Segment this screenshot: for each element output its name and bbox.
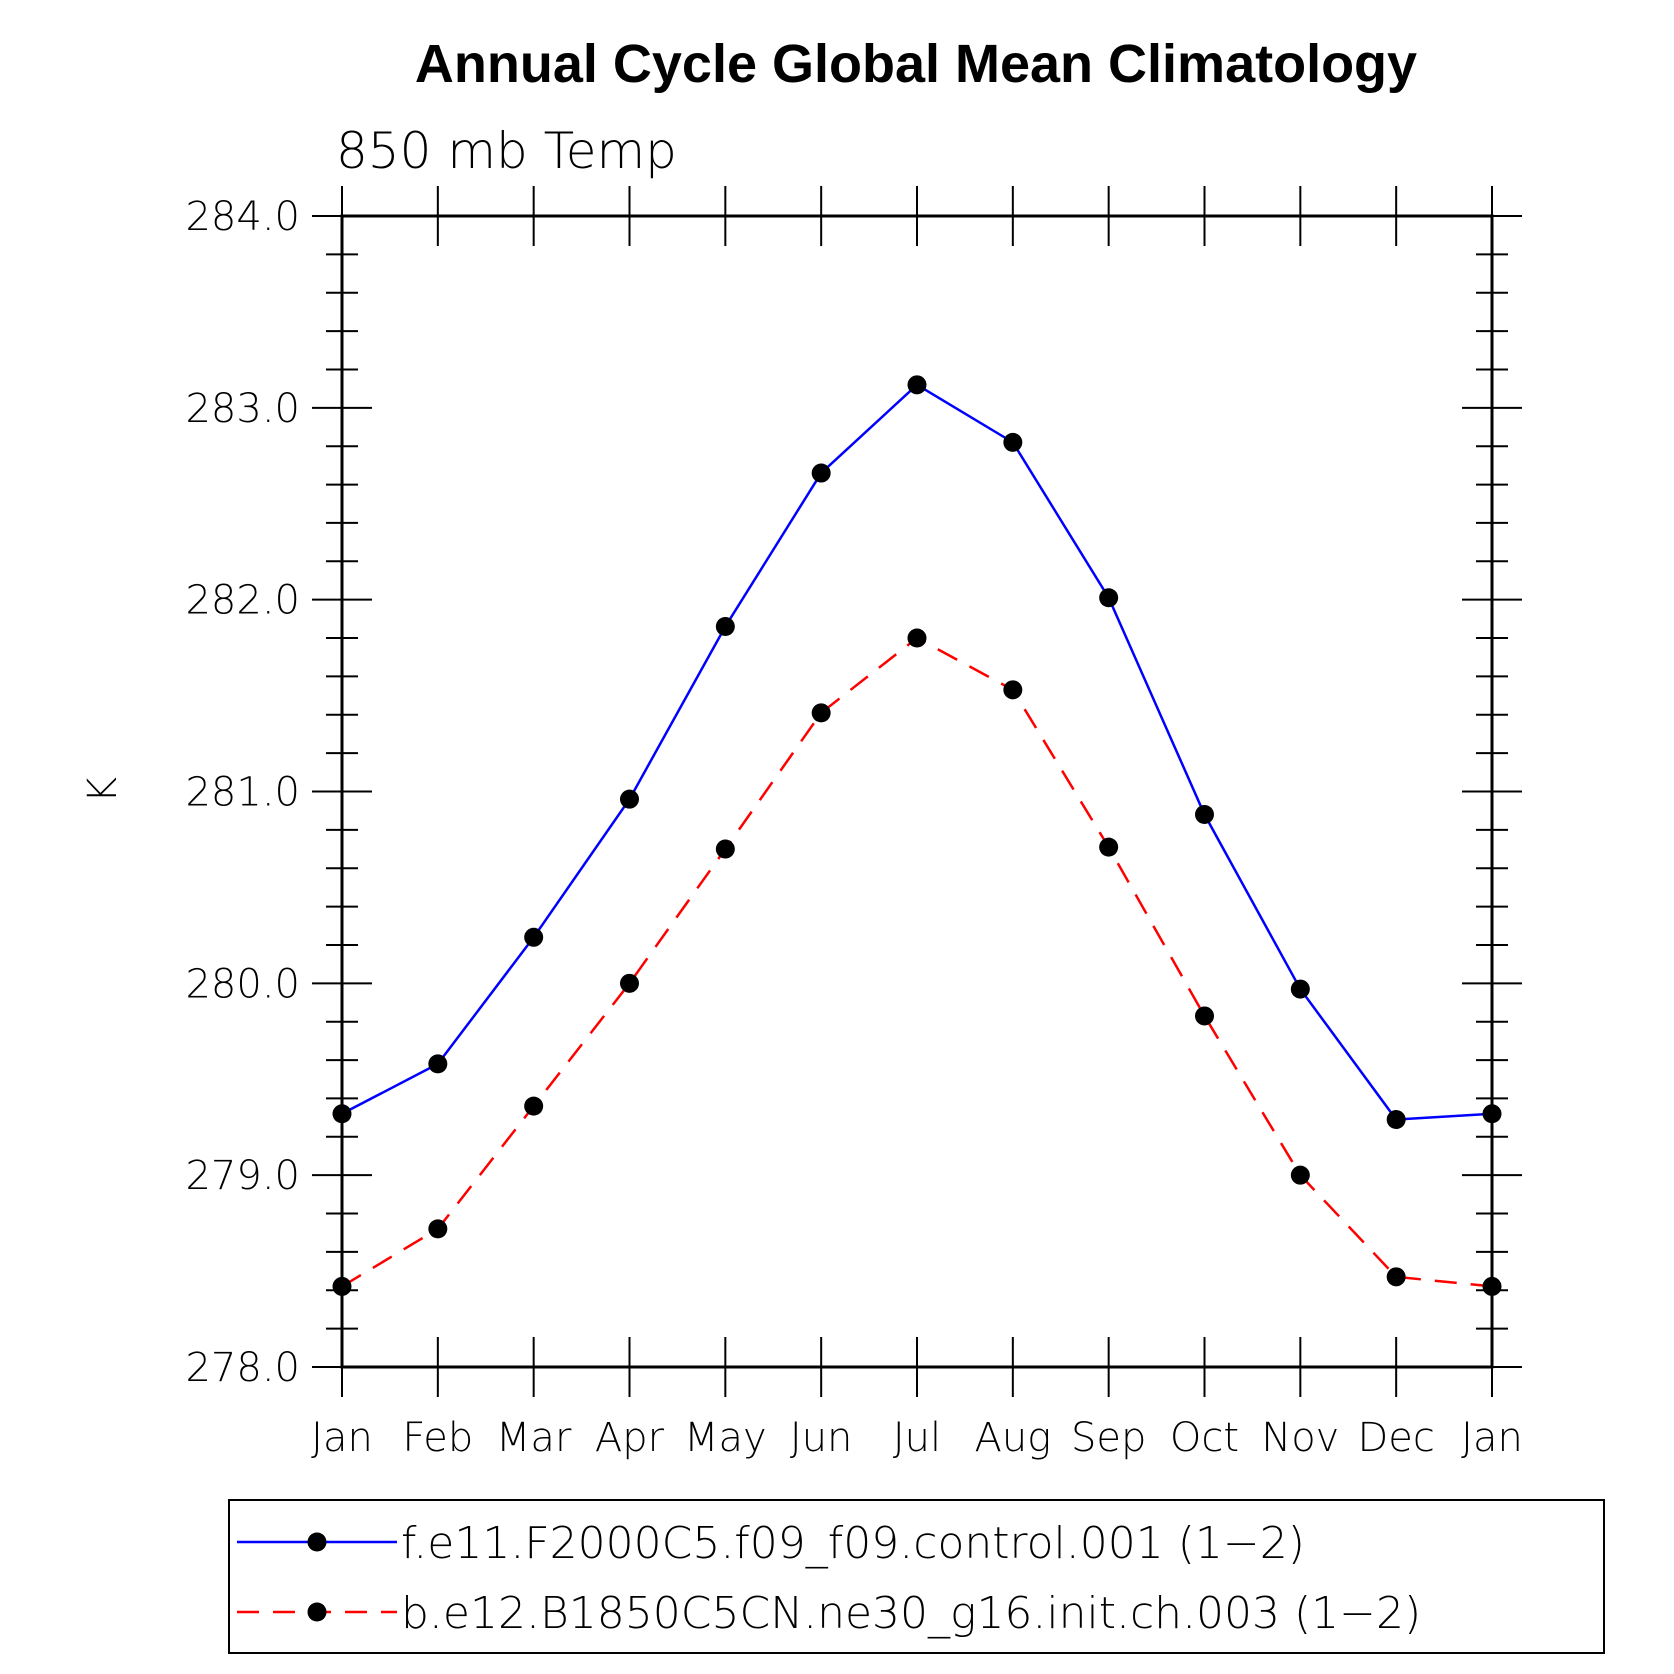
series-2-point: [524, 1096, 544, 1116]
series-1-point: [1003, 432, 1023, 452]
y-tick-label: 282.0: [185, 578, 300, 624]
series-1-point: [524, 927, 544, 947]
legend: f.e11.F2000C5.f09_f09.control.001 (1−2) b…: [228, 1499, 1605, 1654]
series-1-point: [1386, 1110, 1406, 1130]
series-2-point: [907, 628, 927, 648]
series-1-point: [620, 789, 639, 809]
y-tick-label: 280.0: [185, 961, 300, 1007]
x-tick-label: Oct: [1170, 1415, 1239, 1461]
x-tick-label: Sep: [1071, 1415, 1146, 1461]
series-1-point: [907, 375, 927, 395]
x-tick-label: Mar: [496, 1415, 572, 1461]
x-tick-label: Feb: [402, 1415, 473, 1461]
chart-title: Annual Cycle Global Mean Climatology: [415, 34, 1417, 94]
series-2-point: [1386, 1267, 1406, 1287]
x-tick-labels: Jan Feb Mar Apr May Jun Jul Aug Sep Oct Nov Dec Jan: [311, 1415, 1523, 1461]
x-tick-label: Jul: [893, 1415, 941, 1461]
x-tick-label: Jun: [790, 1415, 853, 1461]
x-tick-label: Jan: [311, 1415, 373, 1461]
legend-marker-1: [307, 1532, 327, 1552]
series-2-point: [715, 839, 735, 859]
series-2-point: [428, 1219, 448, 1239]
series-1-point: [811, 463, 831, 483]
y-tick-label: 284.0: [185, 194, 300, 240]
x-tick-label: Aug: [974, 1415, 1051, 1461]
legend-label-1: f.e11.F2000C5.f09_f09.control.001 (1−2): [401, 1518, 1305, 1569]
x-tick-label: Jan: [1461, 1415, 1523, 1461]
legend-box: [228, 1499, 1605, 1654]
legend-marker-2: [307, 1602, 327, 1622]
y-tick-label: 283.0: [185, 386, 300, 432]
series-1-point: [1290, 979, 1310, 999]
y-tick-label: 281.0: [185, 770, 300, 816]
x-tick-label: Dec: [1357, 1415, 1434, 1461]
y-tick-labels: 278.0 279.0 280.0 281.0 282.0 283.0 284.0: [185, 194, 300, 1391]
series-2-point: [1003, 680, 1023, 700]
y-tick-label: 278.0: [185, 1345, 300, 1391]
axis-ticks: [312, 186, 1522, 1397]
series-2-point: [811, 703, 831, 723]
series-layer: [332, 375, 1502, 1296]
series-1-point: [1195, 805, 1214, 825]
y-tick-label: 279.0: [185, 1153, 300, 1199]
chart-subtitle: 850 mb Temp: [336, 122, 677, 180]
series-1-point: [428, 1054, 448, 1074]
plot-frame: [340, 214, 1494, 1369]
x-tick-label: Apr: [595, 1415, 665, 1461]
series-2-point: [620, 973, 639, 993]
series-1-point: [715, 617, 735, 637]
series-1-point: [1099, 588, 1119, 608]
series-line-1: [341, 383, 1493, 1121]
x-tick-label: Nov: [1261, 1415, 1339, 1461]
legend-label-2: b.e12.B1850C5CN.ne30_g16.init.ch.003 (1−…: [401, 1588, 1421, 1639]
x-tick-label: May: [684, 1415, 767, 1461]
y-axis-label: K: [80, 777, 126, 803]
series-2-point: [1195, 1006, 1214, 1026]
series-2-point: [1290, 1165, 1310, 1185]
series-2-point: [1099, 837, 1119, 857]
